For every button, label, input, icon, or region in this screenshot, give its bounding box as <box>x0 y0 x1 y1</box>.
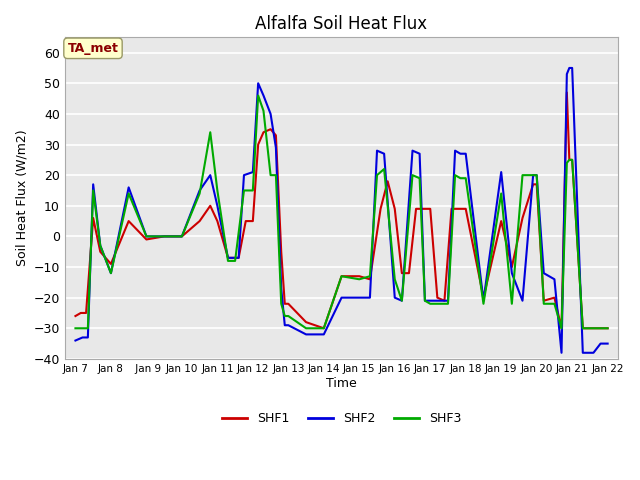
X-axis label: Time: Time <box>326 376 357 390</box>
Text: TA_met: TA_met <box>68 42 118 55</box>
Line: SHF1: SHF1 <box>76 93 607 328</box>
SHF2 <box>540 270 548 276</box>
SHF2 <box>320 332 328 337</box>
SHF3 <box>550 301 558 307</box>
SHF3 <box>540 301 548 307</box>
SHF1 <box>563 90 571 96</box>
SHF2 <box>160 233 168 239</box>
SHF3 <box>160 233 168 239</box>
SHF2 <box>604 341 611 347</box>
Line: SHF3: SHF3 <box>76 96 607 328</box>
SHF3 <box>72 325 79 331</box>
SHF2 <box>566 65 573 71</box>
Legend: SHF1, SHF2, SHF3: SHF1, SHF2, SHF3 <box>217 407 467 430</box>
SHF2 <box>557 350 565 356</box>
Y-axis label: Soil Heat Flux (W/m2): Soil Heat Flux (W/m2) <box>15 130 28 266</box>
SHF1 <box>604 325 611 331</box>
SHF3 <box>604 325 611 331</box>
SHF1 <box>160 233 168 239</box>
SHF1 <box>550 295 558 300</box>
SHF1 <box>320 325 328 331</box>
SHF2 <box>235 255 243 261</box>
SHF1 <box>320 325 328 331</box>
SHF3 <box>398 298 406 303</box>
Title: Alfalfa Soil Heat Flux: Alfalfa Soil Heat Flux <box>255 15 428 33</box>
SHF3 <box>231 258 239 264</box>
SHF1 <box>398 270 406 276</box>
SHF1 <box>260 130 268 135</box>
SHF1 <box>72 313 79 319</box>
SHF3 <box>254 93 262 98</box>
SHF2 <box>260 93 268 98</box>
Line: SHF2: SHF2 <box>76 68 607 353</box>
SHF2 <box>72 337 79 343</box>
SHF3 <box>267 172 275 178</box>
SHF1 <box>235 255 243 261</box>
SHF2 <box>391 295 399 300</box>
